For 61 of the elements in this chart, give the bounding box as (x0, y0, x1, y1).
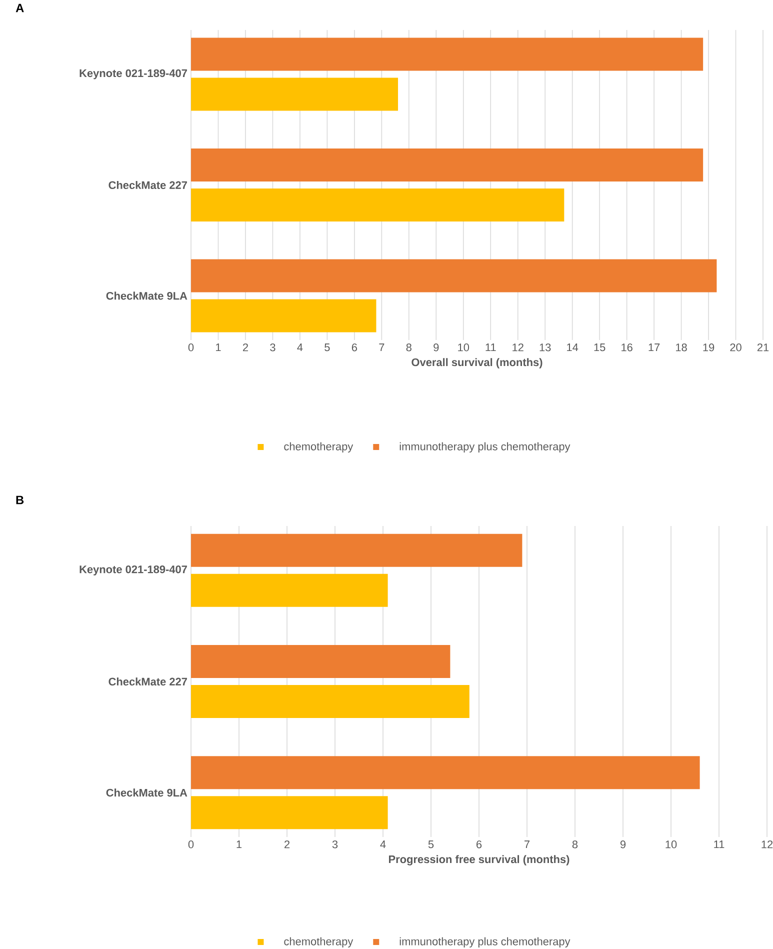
x-tick-label: 3 (332, 840, 338, 848)
x-tick-label: 2 (242, 344, 248, 352)
x-tick-label: 4 (297, 344, 303, 352)
x-tick-label: 20 (730, 344, 742, 352)
bar (191, 259, 717, 292)
bar (191, 38, 704, 71)
legend-label: immunotherapy plus chemotherapy (400, 937, 570, 948)
x-tick-label: 2 (284, 840, 290, 848)
x-tick-label: 13 (540, 344, 551, 352)
y-tick-label: CheckMate 9LA (106, 292, 188, 300)
legend-label: chemotherapy (284, 937, 354, 948)
y-tick-label: CheckMate 227 (108, 180, 187, 190)
bar (191, 299, 376, 332)
x-tick-label: 10 (666, 840, 677, 848)
y-tick-label: Keynote 021-189-407 (80, 69, 187, 80)
x-tick-label: 5 (428, 840, 434, 848)
bar (191, 574, 388, 607)
bar (191, 684, 470, 718)
x-tick-label: 7 (524, 840, 530, 848)
x-axis-title: Progression free survival (months) (388, 855, 570, 866)
x-tick-label: 14 (567, 344, 578, 352)
x-tick-label: 3 (270, 344, 276, 352)
x-tick-label: 12 (512, 344, 524, 352)
y-tick-label: CheckMate 9LA (106, 788, 188, 797)
x-tick-label: 11 (714, 840, 724, 848)
legend-label: immunotherapy plus chemotherapy (400, 442, 570, 452)
text: B (16, 496, 24, 504)
x-tick-label: 11 (486, 344, 496, 352)
text: A (16, 4, 24, 12)
x-tick-label: 0 (188, 344, 194, 352)
x-tick-label: 6 (476, 840, 482, 848)
bar (191, 78, 398, 111)
x-tick-label: 17 (648, 344, 660, 352)
x-tick-label: 6 (352, 344, 357, 352)
x-tick-label: 9 (434, 344, 439, 352)
bar (191, 148, 704, 182)
x-tick-label: 7 (379, 344, 384, 352)
bar (191, 534, 522, 567)
x-axis-title: Overall survival (months) (412, 358, 542, 368)
bar (191, 644, 450, 678)
x-tick-label: 18 (676, 344, 687, 352)
bar (191, 188, 564, 222)
x-tick-label: 9 (620, 840, 626, 848)
x-tick-label: 8 (406, 344, 412, 352)
x-tick-label: 1 (216, 344, 221, 352)
x-tick-label: 21 (757, 344, 769, 352)
bar (191, 796, 388, 830)
x-tick-label: 15 (594, 344, 606, 352)
y-tick-label: CheckMate 227 (108, 677, 187, 686)
y-tick-label: Keynote 021-189-407 (80, 565, 187, 576)
bar (191, 756, 700, 790)
x-tick-label: 4 (380, 840, 386, 848)
x-tick-label: 5 (324, 344, 330, 352)
x-tick-label: 1 (236, 840, 242, 848)
legend-label: chemotherapy (284, 442, 354, 452)
x-tick-label: 16 (622, 344, 632, 352)
x-tick-label: 12 (762, 840, 773, 848)
x-tick-label: 8 (572, 840, 578, 848)
x-tick-label: 10 (458, 344, 470, 352)
x-tick-label: 19 (703, 344, 714, 352)
x-tick-label: 0 (188, 840, 194, 848)
